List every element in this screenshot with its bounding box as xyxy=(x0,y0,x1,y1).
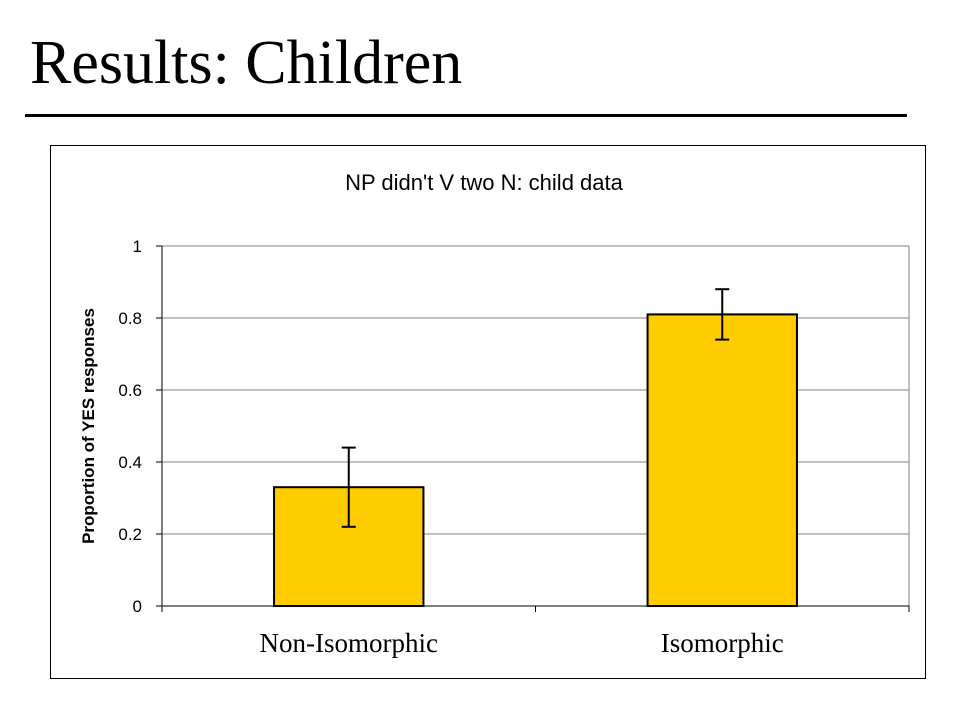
tick-labels: 0 0.2 0.4 0.6 0.8 1 Non-Isomorphic Isomorphic xyxy=(118,237,783,658)
y-axis-label: Proportion of YES responses xyxy=(79,308,98,544)
axes xyxy=(156,245,910,612)
y-tick-label: 0.4 xyxy=(118,453,142,472)
y-tick-label: 1 xyxy=(133,237,142,256)
title-divider xyxy=(25,114,907,117)
y-tick-label: 0.6 xyxy=(118,381,142,400)
slide-title: Results: Children xyxy=(30,29,463,97)
y-tick-label: 0.2 xyxy=(118,525,142,544)
bar-isomorphic xyxy=(646,313,798,607)
x-category-label: Non-Isomorphic xyxy=(260,628,438,658)
bars xyxy=(273,288,798,608)
y-tick-label: 0 xyxy=(133,597,142,616)
y-tick-label: 0.8 xyxy=(118,309,142,328)
x-category-label: Isomorphic xyxy=(661,628,784,658)
chart-title: NP didn't V two N: child data xyxy=(345,170,623,195)
